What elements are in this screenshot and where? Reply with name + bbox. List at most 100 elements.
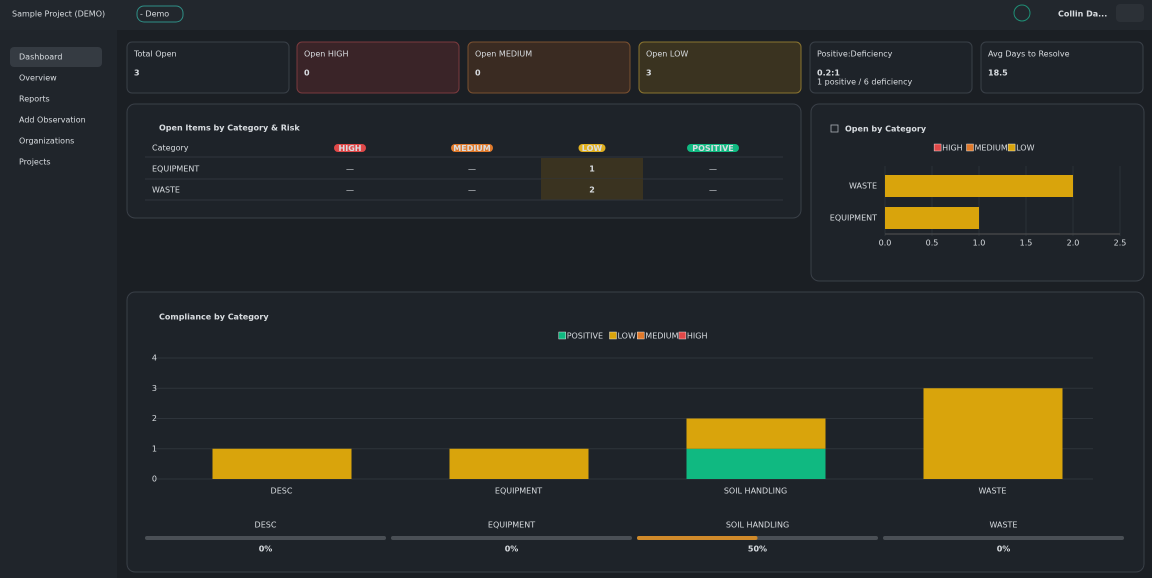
nav-item[interactable]: Reports [19,95,50,104]
risk-pill [578,144,606,152]
kpi-label: Positive:Deficiency [817,50,893,59]
table-header: MEDIUM [453,144,491,153]
table-header: HIGH [339,144,362,153]
theme-toggle [1116,4,1144,22]
kpi-card [296,41,460,94]
progress-track [145,536,386,540]
x-tick-label: EQUIPMENT [495,487,542,496]
x-tick-label: 2.0 [1067,239,1080,248]
chart-panel [126,291,1145,573]
legend-label: LOW [618,332,636,341]
kpi-label: Open MEDIUM [475,50,532,59]
progress-label: SOIL HANDLING [726,521,789,530]
environment: - Demo [140,10,169,19]
header-bar [0,0,1152,30]
low-cell [541,158,643,179]
nav-active [10,47,102,67]
table-cell: — [346,186,354,195]
x-tick-label: WASTE [979,487,1007,496]
kpi-card [467,41,631,94]
chart-title: Open by Category [845,125,927,134]
kpi-value: 0.2:1 [817,69,840,78]
legend-label: MEDIUM [645,332,678,341]
kpi-label: Avg Days to Resolve [988,50,1070,59]
sidebar [0,30,117,578]
bar [449,448,589,479]
progress-value: 0% [505,545,519,554]
x-tick-label: SOIL HANDLING [724,487,787,496]
bar [885,207,979,229]
legend-label: MEDIUM [975,144,1008,153]
progress-label: WASTE [990,521,1018,530]
legend-swatch [933,143,942,152]
progress-track [391,536,632,540]
table-cell: EQUIPMENT [152,165,199,174]
nav-item[interactable]: Dashboard [19,53,62,62]
kpi-card [980,41,1144,94]
legend-swatch [637,331,645,340]
table-cell: — [709,186,717,195]
chart-icon [830,124,839,133]
y-tick-label: 0 [152,475,157,484]
risk-pill [687,144,739,152]
kpi-value: 3 [646,69,652,78]
legend-label: LOW [1016,144,1034,153]
legend-swatch [558,331,566,340]
legend-label: HIGH [687,332,708,341]
x-tick-label: 2.5 [1114,239,1127,248]
table-panel [126,103,802,219]
nav-item[interactable]: Projects [19,158,51,167]
low-cell [541,179,643,200]
table-cell: — [468,186,476,195]
nav-item[interactable]: Overview [19,74,57,83]
y-tick-label: 1 [152,444,157,453]
chart-title: Compliance by Category [159,313,269,322]
x-tick-label: 1.0 [973,239,986,248]
nav-item[interactable]: Organizations [19,137,74,146]
nav-item[interactable]: Add Observation [19,116,86,125]
kpi-label: Total Open [133,50,177,59]
legend-label: POSITIVE [567,332,603,341]
x-tick-label: DESC [271,487,293,496]
kpi-value: 18.5 [988,69,1008,78]
progress-label: DESC [255,521,277,530]
legend-swatch [609,331,617,340]
x-tick-label: 1.5 [1020,239,1033,248]
table-title: Open Items by Category & Risk [159,124,300,133]
table-cell: — [468,165,476,174]
kpi-card [638,41,802,94]
kpi-sub: 1 positive / 6 deficiency [817,78,912,87]
y-tick-label: 2 [152,414,157,423]
x-tick-label: 0.5 [926,239,939,248]
kpi-value: 3 [134,69,140,78]
kpi-value: 0 [475,69,481,78]
table-cell: WASTE [152,186,180,195]
progress-value: 0% [259,545,273,554]
legend-swatch [1007,143,1016,152]
chat-button[interactable] [1013,4,1031,22]
bar [212,448,352,479]
table-cell: — [346,165,354,174]
progress-label: EQUIPMENT [488,521,535,530]
legend-label: HIGH [942,144,963,153]
table-header: POSITIVE [692,144,734,153]
bar [686,418,826,449]
kpi-label: Open LOW [646,50,688,59]
table-header: LOW [582,144,603,153]
x-tick-label: 0.0 [879,239,892,248]
y-tick-label: WASTE [849,182,877,191]
user-name[interactable]: Collin Da... [1058,10,1107,19]
bar [885,175,1073,197]
kpi-value: 0 [304,69,310,78]
kpi-label: Open HIGH [304,50,349,59]
project-name[interactable]: Sample Project (DEMO) [12,10,105,19]
table-cell: 2 [589,186,595,195]
kpi-card [126,41,290,94]
kpi-card [809,41,973,94]
risk-pill [334,144,366,152]
table-cell: — [709,165,717,174]
bar [923,388,1063,479]
legend-swatch [678,331,687,340]
y-tick-label: EQUIPMENT [830,214,877,223]
y-tick-label: 4 [152,354,157,363]
